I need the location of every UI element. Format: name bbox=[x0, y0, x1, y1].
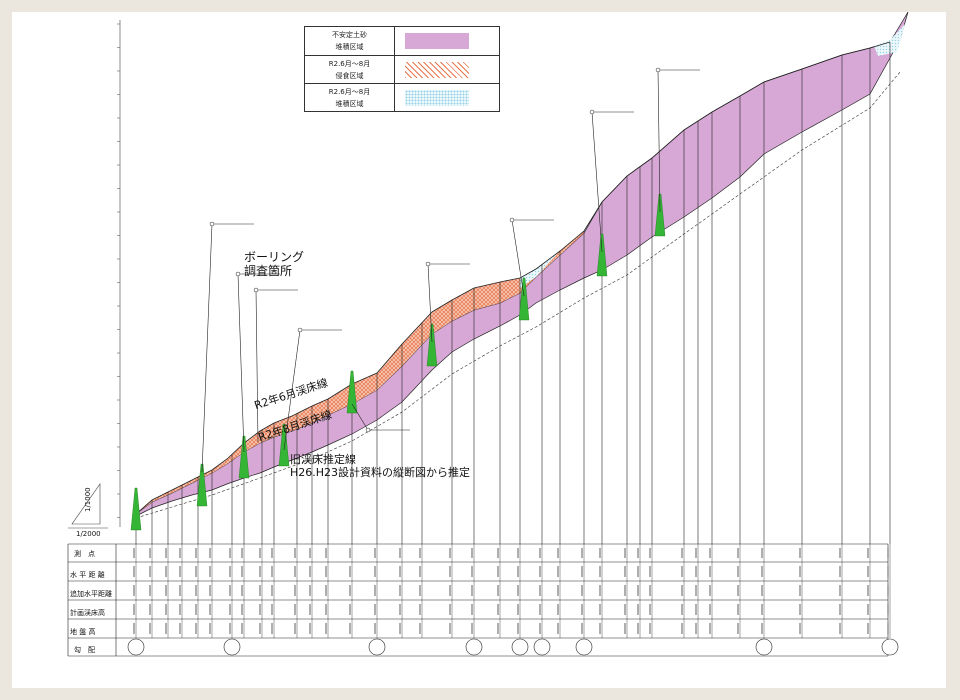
gradient-change-marker bbox=[223, 638, 241, 656]
leader-line bbox=[657, 69, 661, 213]
gradient-change-marker bbox=[755, 638, 773, 656]
leader-line bbox=[237, 273, 245, 453]
legend-swatch-erosion bbox=[405, 62, 469, 78]
gradient-change-marker bbox=[533, 638, 551, 656]
table-label-planned-bed-height: 計画渓床高 bbox=[70, 609, 105, 617]
legend-row-erosion: R2.6月～8月 侵食区域 bbox=[305, 55, 499, 84]
boring-text-line1: ボーリング bbox=[244, 250, 305, 264]
accumulation-area bbox=[520, 251, 560, 288]
gradient-change-marker bbox=[127, 638, 145, 656]
gradient-change-marker bbox=[511, 638, 529, 656]
legend-row-accumulation: R2.6月～8月 堆積区域 bbox=[305, 83, 499, 112]
legend-label-deposit: 不安定土砂 堆積区域 bbox=[305, 27, 395, 55]
check-dam bbox=[426, 323, 438, 367]
legend-swatch-accumulation bbox=[405, 90, 469, 106]
scale-triangle bbox=[71, 483, 101, 525]
legend-text-line2: 堆積区域 bbox=[335, 100, 364, 108]
gradient-change-marker bbox=[881, 638, 899, 656]
leader-line bbox=[427, 263, 433, 343]
legend-text-line1: R2.6月～8月 bbox=[328, 60, 371, 68]
leader-marker bbox=[297, 327, 303, 333]
drawing-sheet: 不安定土砂 堆積区域 R2.6月～8月 侵食区域 R2.6月～8月 堆積区域 ボ… bbox=[12, 12, 946, 688]
leader-marker bbox=[589, 109, 595, 115]
old-bed-text-line2: H26.H23設計資料の縦断図から推定 bbox=[290, 466, 471, 479]
leader-line bbox=[283, 329, 301, 451]
gradient-change-marker bbox=[575, 638, 593, 656]
check-dam bbox=[346, 370, 358, 414]
leader-marker bbox=[365, 427, 371, 433]
leader-marker bbox=[235, 271, 241, 277]
legend-text-line2: 堆積区域 bbox=[335, 43, 364, 51]
table-label-gradient: 勾 配 bbox=[74, 646, 95, 654]
legend-text-line2: 侵食区域 bbox=[335, 72, 364, 80]
leader-marker bbox=[209, 221, 215, 227]
leader-marker bbox=[509, 217, 515, 223]
legend-label-accumulation: R2.6月～8月 堆積区域 bbox=[305, 84, 395, 112]
horizontal-scale: 1/2000 bbox=[76, 530, 101, 538]
check-dam bbox=[130, 487, 142, 531]
old-bed-text-line1: 旧渓床推定線 bbox=[290, 453, 356, 466]
check-dam bbox=[654, 193, 666, 237]
bed-line-june bbox=[135, 41, 891, 515]
leader-marker bbox=[655, 67, 661, 73]
legend-swatch-deposit bbox=[405, 33, 469, 49]
leader-line bbox=[255, 289, 259, 443]
check-dam bbox=[596, 233, 608, 277]
longitudinal-profile-drawing bbox=[67, 12, 909, 657]
table-label-station: 測 点 bbox=[74, 550, 95, 558]
check-dam bbox=[278, 423, 290, 467]
old-bed-callout: 旧渓床推定線 H26.H23設計資料の縦断図から推定 bbox=[290, 453, 470, 479]
vertical-scale: 1/1000 bbox=[84, 487, 92, 512]
legend-label-erosion: R2.6月～8月 侵食区域 bbox=[305, 56, 395, 84]
check-dam bbox=[238, 435, 250, 479]
leader-line bbox=[201, 223, 213, 473]
accumulation-area bbox=[874, 24, 905, 56]
leader-line bbox=[511, 219, 525, 297]
boring-callout: ボーリング 調査箇所 bbox=[244, 250, 304, 278]
table-label-ground-height: 地 盤 高 bbox=[70, 628, 96, 636]
gradient-change-marker bbox=[368, 638, 386, 656]
leader-line bbox=[591, 111, 603, 253]
boring-text-line2: 調査箇所 bbox=[244, 264, 293, 278]
leader-marker bbox=[425, 261, 431, 267]
legend-row-deposit: 不安定土砂 堆積区域 bbox=[305, 27, 499, 55]
gradient-change-marker bbox=[465, 638, 483, 656]
legend-text-line1: R2.6月～8月 bbox=[328, 88, 371, 96]
erosion-area bbox=[136, 231, 584, 514]
leader-line bbox=[351, 403, 369, 431]
check-dam bbox=[518, 277, 530, 321]
leader-marker bbox=[253, 287, 259, 293]
legend-text-line1: 不安定土砂 bbox=[332, 31, 367, 39]
table-label-cumulative-distance: 追加水平距離 bbox=[70, 590, 112, 598]
legend: 不安定土砂 堆積区域 R2.6月～8月 侵食区域 R2.6月～8月 堆積区域 bbox=[304, 26, 500, 112]
table-label-horizontal-distance: 水 平 距 離 bbox=[70, 571, 105, 579]
check-dam bbox=[196, 463, 208, 507]
